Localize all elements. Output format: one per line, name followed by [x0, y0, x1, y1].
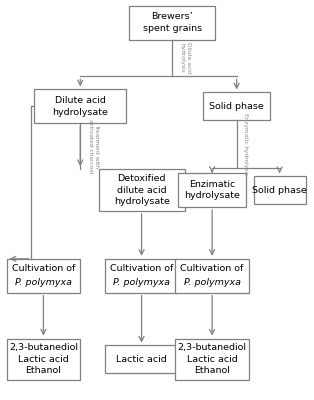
Text: Enzymatic hydrolysis: Enzymatic hydrolysis	[243, 113, 248, 175]
Text: Brewers’
spent grains: Brewers’ spent grains	[143, 12, 202, 33]
Text: 2,3-butanediol
Lactic acid
Ethanol: 2,3-butanediol Lactic acid Ethanol	[178, 344, 246, 375]
Text: Dilute acid
hydrolysis: Dilute acid hydrolysis	[180, 42, 191, 74]
Bar	[175, 338, 249, 380]
Text: Cultivation of: Cultivation of	[181, 264, 244, 274]
Text: P. polymyxa: P. polymyxa	[113, 278, 170, 287]
Text: Detoxified
dilute acid
hydrolysate: Detoxified dilute acid hydrolysate	[114, 174, 170, 206]
Bar	[129, 6, 215, 40]
Bar	[203, 92, 270, 120]
Text: Lactic acid: Lactic acid	[116, 355, 167, 364]
Text: Cultivation of: Cultivation of	[12, 264, 75, 274]
Text: Solid phase: Solid phase	[252, 186, 307, 194]
Text: 2,3-butanediol
Lactic acid
Ethanol: 2,3-butanediol Lactic acid Ethanol	[9, 344, 78, 375]
Text: Enzimatic
hydrolysate: Enzimatic hydrolysate	[184, 180, 240, 200]
Bar	[7, 338, 80, 380]
Text: P. polymyxa: P. polymyxa	[184, 278, 241, 287]
Bar	[253, 176, 306, 204]
Text: P. polymyxa: P. polymyxa	[15, 278, 72, 287]
Text: Solid phase: Solid phase	[209, 102, 264, 111]
Bar	[178, 173, 246, 207]
Text: Dilute acid
hydrolysate: Dilute acid hydrolysate	[52, 96, 108, 116]
Text: Treatment with
activated charcoal: Treatment with activated charcoal	[88, 119, 99, 173]
Bar	[105, 346, 178, 373]
Bar	[175, 259, 249, 293]
Bar	[105, 259, 178, 293]
Bar	[99, 169, 185, 211]
Text: Cultivation of: Cultivation of	[110, 264, 173, 274]
Bar	[7, 259, 80, 293]
Bar	[34, 89, 126, 123]
